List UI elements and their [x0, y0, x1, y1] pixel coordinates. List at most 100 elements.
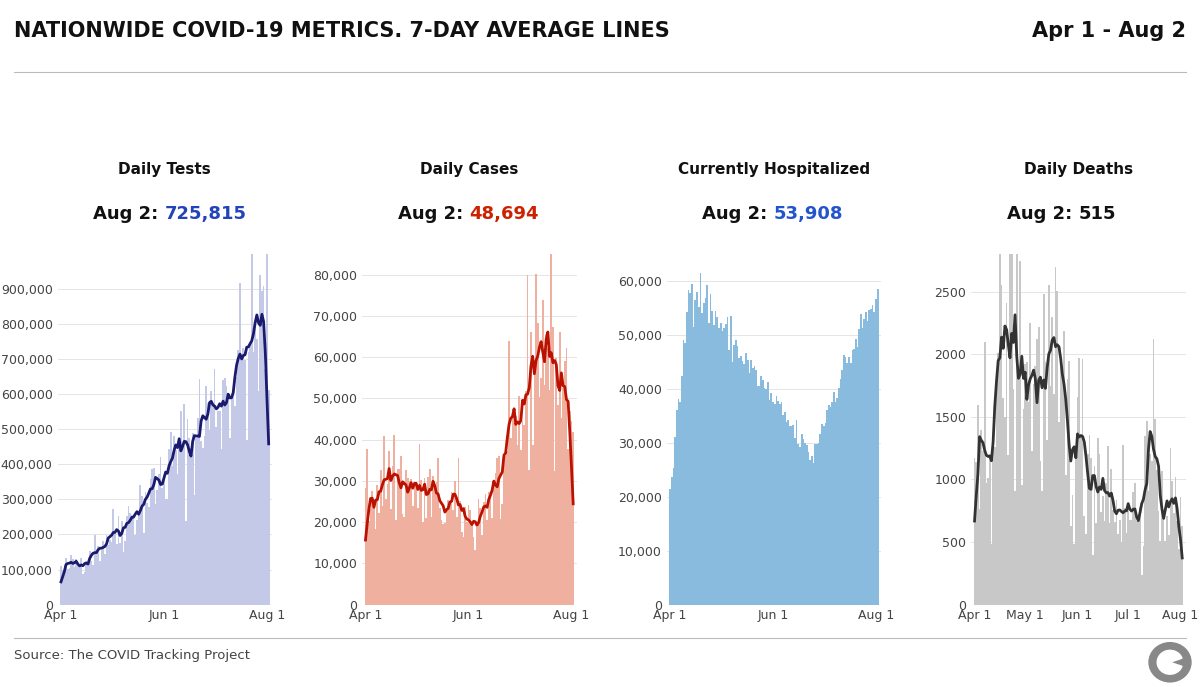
Bar [398, 469, 400, 605]
Bar [823, 426, 824, 605]
Bar [877, 289, 878, 605]
Bar [131, 515, 133, 605]
Bar [716, 317, 718, 605]
Bar [1055, 267, 1056, 605]
Bar [1154, 418, 1156, 605]
Bar [476, 527, 478, 605]
Bar [817, 443, 820, 605]
Bar [1104, 521, 1105, 605]
Bar [1064, 475, 1067, 605]
Bar [522, 421, 523, 605]
Bar [720, 324, 721, 605]
Bar [680, 376, 683, 605]
Bar [266, 248, 268, 605]
Bar [391, 466, 394, 605]
Bar [67, 569, 68, 605]
Bar [534, 374, 535, 605]
Bar [835, 402, 836, 605]
Bar [98, 561, 101, 605]
Bar [1105, 483, 1108, 605]
Bar [65, 558, 67, 605]
Bar [1001, 285, 1002, 605]
Bar [1026, 362, 1027, 605]
Bar [1062, 372, 1063, 605]
Bar [119, 543, 121, 605]
Bar [154, 469, 155, 605]
Bar [449, 502, 451, 605]
Bar [133, 517, 134, 605]
Bar [775, 396, 778, 605]
Bar [671, 477, 672, 605]
Bar [121, 521, 122, 605]
Bar [794, 438, 796, 605]
Bar [385, 499, 386, 605]
Bar [1031, 451, 1033, 605]
Text: Aug 2:: Aug 2: [702, 205, 774, 223]
Bar [462, 537, 464, 605]
Bar [858, 329, 860, 605]
Bar [850, 363, 852, 605]
Bar [494, 473, 497, 605]
Bar [1046, 440, 1048, 605]
Bar [158, 474, 160, 605]
Bar [1072, 495, 1073, 605]
Bar [109, 540, 110, 605]
Bar [452, 510, 454, 605]
Wedge shape [1157, 651, 1182, 674]
Bar [242, 348, 244, 605]
Bar [854, 339, 857, 605]
Bar [144, 492, 146, 605]
Bar [1126, 532, 1127, 605]
Bar [1108, 446, 1109, 605]
Bar [568, 449, 569, 605]
Bar [114, 532, 116, 605]
Text: Aug 2:: Aug 2: [398, 205, 469, 223]
Bar [402, 514, 403, 605]
Bar [498, 456, 499, 605]
Bar [503, 460, 505, 605]
Bar [250, 346, 251, 605]
Bar [1087, 454, 1088, 605]
Bar [1054, 394, 1055, 605]
Bar [552, 327, 553, 605]
Bar [798, 444, 799, 605]
Bar [241, 354, 242, 605]
Bar [1170, 449, 1171, 605]
Bar [432, 476, 434, 605]
Bar [1159, 541, 1162, 605]
Text: 515: 515 [1079, 205, 1116, 223]
Bar [774, 405, 775, 605]
Bar [1151, 461, 1153, 605]
Bar [535, 273, 536, 605]
Bar [832, 402, 833, 605]
Bar [217, 411, 218, 605]
Bar [1147, 491, 1150, 605]
Bar [700, 273, 701, 605]
Bar [383, 436, 385, 605]
Bar [460, 501, 461, 605]
Bar [108, 545, 109, 605]
Bar [472, 521, 473, 605]
Bar [977, 405, 979, 605]
Bar [244, 360, 246, 605]
Bar [395, 520, 397, 605]
Bar [684, 343, 686, 605]
Bar [1084, 516, 1085, 605]
Bar [1156, 470, 1158, 605]
Circle shape [1150, 642, 1190, 682]
Bar [468, 505, 469, 605]
Bar [540, 379, 542, 605]
Bar [170, 432, 172, 605]
Bar [82, 574, 84, 605]
Bar [809, 460, 811, 605]
Bar [766, 390, 767, 605]
Bar [692, 326, 695, 605]
Bar [1006, 302, 1008, 605]
Bar [712, 311, 713, 605]
Bar [1133, 492, 1134, 605]
Bar [997, 353, 1000, 605]
Bar [713, 325, 715, 605]
Bar [372, 491, 373, 605]
Bar [440, 520, 443, 605]
Bar [394, 435, 395, 605]
